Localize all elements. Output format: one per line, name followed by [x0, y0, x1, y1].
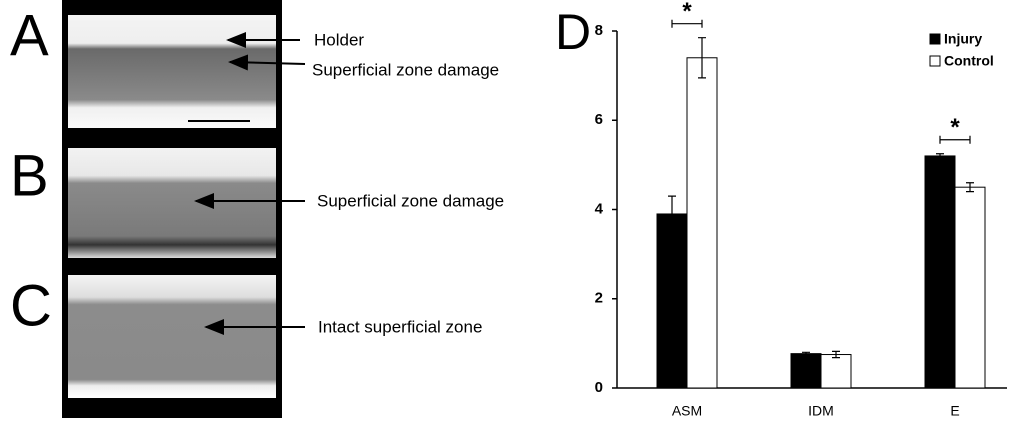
significance-bracket — [671, 19, 703, 28]
y-tick-label: 8 — [595, 22, 603, 39]
error-bar — [802, 351, 810, 356]
legend-label: Control — [944, 53, 994, 69]
bar — [924, 155, 956, 389]
bar — [686, 57, 718, 389]
y-tick-label: 6 — [595, 111, 603, 128]
y-tick-label: 4 — [595, 200, 604, 217]
panel-label: D — [555, 4, 591, 60]
photo-b — [68, 148, 276, 258]
error-bar — [832, 350, 840, 359]
photo-c — [68, 275, 276, 398]
x-tick-label: ASM — [672, 403, 702, 419]
bar — [820, 354, 852, 389]
significance-star: * — [682, 0, 692, 25]
significance-star: * — [950, 114, 960, 141]
photo-a — [68, 15, 276, 128]
bar — [790, 353, 822, 389]
y-tick-label: 2 — [595, 290, 603, 307]
error-bar — [966, 182, 974, 193]
panel-label: C — [10, 273, 52, 338]
panel-label: A — [10, 3, 49, 68]
annotation: Superficial zone damage — [317, 191, 504, 210]
x-tick-label: IDM — [808, 403, 834, 419]
bar — [656, 213, 688, 389]
annotation: Intact superficial zone — [318, 317, 482, 336]
error-bar — [936, 153, 944, 159]
y-tick-label: 0 — [595, 379, 603, 396]
legend-label: Injury — [944, 31, 982, 47]
bar — [954, 186, 986, 389]
annotation: Superficial zone damage — [312, 60, 499, 79]
error-bar — [698, 37, 706, 79]
annotation: Holder — [314, 30, 364, 49]
error-bar — [668, 195, 676, 233]
legend-swatch — [929, 55, 941, 67]
significance-bracket — [939, 135, 971, 144]
panel-label: B — [10, 143, 49, 208]
x-tick-label: E — [950, 403, 959, 419]
arrow — [228, 54, 306, 71]
legend-swatch — [929, 33, 941, 45]
